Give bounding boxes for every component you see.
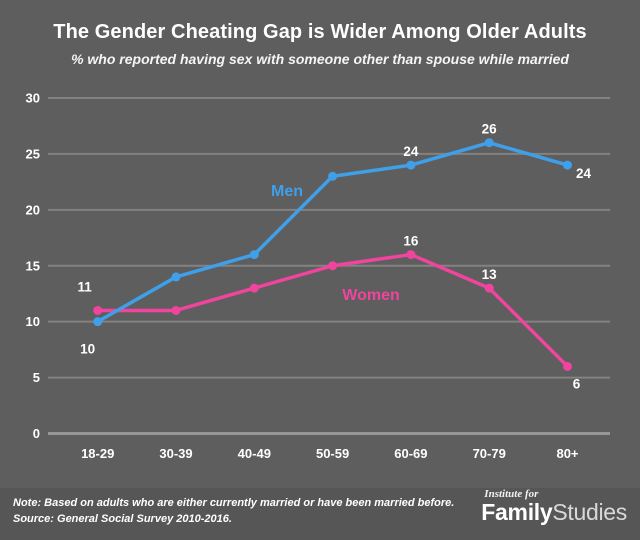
data-point-men — [328, 171, 338, 181]
series-name-label-women: Women — [342, 287, 399, 304]
x-tick-label: 50-59 — [316, 446, 349, 461]
y-tick-label: 5 — [33, 370, 40, 385]
y-tick-label: 30 — [26, 91, 40, 106]
data-point-label: 24 — [576, 166, 592, 181]
data-point-label: 13 — [482, 267, 498, 282]
data-point-label: 11 — [78, 279, 93, 294]
data-point-women — [93, 305, 103, 315]
y-tick-label: 15 — [26, 258, 40, 273]
data-point-men — [563, 160, 572, 170]
logo-family-studies: FamilyStudies — [481, 500, 627, 524]
data-point-label: 26 — [482, 122, 498, 137]
series-line-women — [95, 252, 570, 369]
data-point-label: 16 — [403, 234, 419, 249]
data-point-men — [406, 160, 416, 170]
data-point-women — [249, 283, 259, 293]
ifs-logo: Institute for FamilyStudies — [481, 488, 627, 525]
chart-title: The Gender Cheating Gap is Wider Among O… — [53, 21, 587, 43]
source-text: Source: General Social Survey 2010-2016. — [13, 513, 232, 525]
data-point-label: 6 — [573, 376, 581, 391]
x-tick-label: 30-39 — [159, 446, 192, 461]
x-tick-label: 80+ — [556, 446, 578, 461]
data-point-women — [484, 283, 494, 293]
y-tick-label: 25 — [26, 146, 40, 161]
x-tick-label: 40-49 — [238, 446, 271, 461]
data-point-label: 10 — [80, 342, 95, 357]
data-point-women — [406, 250, 416, 260]
data-point-men — [249, 250, 259, 260]
note-text: Note: Based on adults who are either cur… — [13, 497, 455, 509]
y-tick-label: 10 — [26, 314, 40, 329]
series-name-label-men: Men — [271, 183, 303, 200]
chart-subtitle: % who reported having sex with someone o… — [71, 51, 569, 67]
footer-band — [0, 488, 640, 540]
data-point-women — [328, 261, 338, 271]
y-tick-label: 20 — [26, 202, 40, 217]
data-point-men — [93, 317, 103, 327]
data-point-men — [171, 272, 181, 282]
data-point-men — [484, 138, 494, 148]
data-point-women — [563, 361, 572, 371]
logo-studies: Studies — [552, 499, 627, 525]
y-tick-label: 0 — [33, 426, 40, 441]
data-point-label: 24 — [403, 144, 419, 159]
x-tick-label: 70-79 — [473, 446, 506, 461]
x-tick-label: 18-29 — [81, 446, 114, 461]
gender-cheating-gap-line-chart: 0 5 10 15 20 25 30 18-29 30-39 40-49 50-59 60-69 70-… — [26, 91, 610, 461]
logo-family: Family — [481, 499, 553, 525]
logo-institute-for: Institute for — [484, 488, 539, 500]
footnote-block: Note: Based on adults who are either cur… — [13, 495, 454, 527]
data-point-women — [171, 305, 181, 315]
x-tick-label: 60-69 — [394, 446, 427, 461]
